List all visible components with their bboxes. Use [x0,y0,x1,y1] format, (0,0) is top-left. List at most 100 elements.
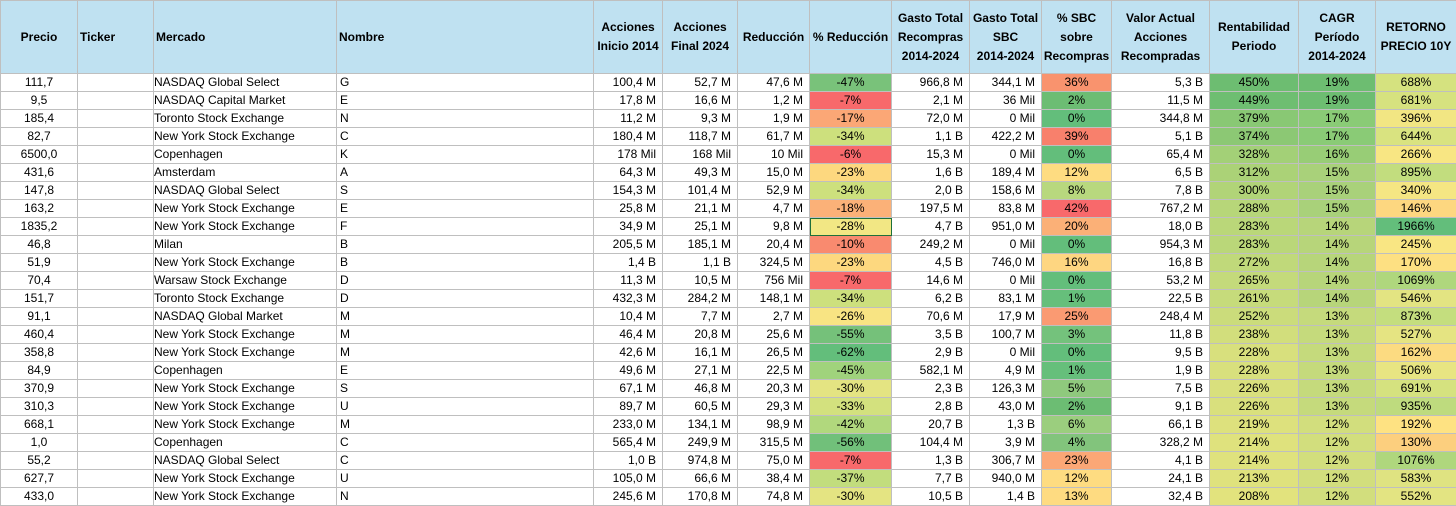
cell-gasto-recompras[interactable]: 10,5 B [891,487,970,506]
cell-cagr[interactable]: 14% [1298,217,1376,236]
cell-retorno[interactable]: 1069% [1375,271,1456,290]
cell-reduccion[interactable]: 4,7 M [737,199,810,218]
cell-nombre[interactable]: N [336,487,594,506]
cell-pct-sbc[interactable]: 0% [1041,109,1112,128]
cell-rentabilidad[interactable]: 449% [1209,91,1299,110]
cell-precio[interactable]: 147,8 [0,181,78,200]
cell-rentabilidad[interactable]: 272% [1209,253,1299,272]
cell-cagr[interactable]: 16% [1298,145,1376,164]
cell-precio[interactable]: 433,0 [0,487,78,506]
cell-cagr[interactable]: 19% [1298,91,1376,110]
cell-gasto-recompras[interactable]: 1,3 B [891,451,970,470]
cell-nombre[interactable]: D [336,289,594,308]
cell-mercado[interactable]: Warsaw Stock Exchange [153,271,337,290]
column-header-reduccion[interactable]: Reducción [737,0,810,74]
cell-reduccion[interactable]: 29,3 M [737,397,810,416]
cell-pct-sbc[interactable]: 0% [1041,271,1112,290]
cell-precio[interactable]: 1,0 [0,433,78,452]
cell-pct-reduccion[interactable]: -23% [809,253,892,272]
cell-valor-actual[interactable]: 767,2 M [1111,199,1210,218]
cell-gasto-sbc[interactable]: 126,3 M [969,379,1042,398]
cell-ticker[interactable] [77,433,154,452]
cell-rentabilidad[interactable]: 283% [1209,217,1299,236]
cell-acciones-final[interactable]: 168 Mil [662,145,738,164]
cell-retorno[interactable]: 873% [1375,307,1456,326]
cell-pct-sbc[interactable]: 0% [1041,145,1112,164]
cell-cagr[interactable]: 14% [1298,289,1376,308]
cell-precio[interactable]: 1835,2 [0,217,78,236]
cell-retorno[interactable]: 266% [1375,145,1456,164]
cell-retorno[interactable]: 340% [1375,181,1456,200]
cell-cagr[interactable]: 14% [1298,253,1376,272]
column-header-mercado[interactable]: Mercado [153,0,337,74]
cell-valor-actual[interactable]: 9,1 B [1111,397,1210,416]
cell-acciones-final[interactable]: 25,1 M [662,217,738,236]
cell-mercado[interactable]: New York Stock Exchange [153,217,337,236]
cell-valor-actual[interactable]: 22,5 B [1111,289,1210,308]
cell-pct-sbc[interactable]: 3% [1041,325,1112,344]
cell-pct-sbc[interactable]: 20% [1041,217,1112,236]
cell-precio[interactable]: 55,2 [0,451,78,470]
cell-precio[interactable]: 370,9 [0,379,78,398]
cell-acciones-final[interactable]: 1,1 B [662,253,738,272]
cell-retorno[interactable]: 935% [1375,397,1456,416]
cell-retorno[interactable]: 170% [1375,253,1456,272]
cell-valor-actual[interactable]: 5,1 B [1111,127,1210,146]
cell-ticker[interactable] [77,325,154,344]
cell-reduccion[interactable]: 1,9 M [737,109,810,128]
cell-cagr[interactable]: 12% [1298,451,1376,470]
cell-retorno[interactable]: 506% [1375,361,1456,380]
cell-gasto-recompras[interactable]: 7,7 B [891,469,970,488]
cell-acciones-inicio[interactable]: 11,2 M [593,109,663,128]
cell-precio[interactable]: 151,7 [0,289,78,308]
cell-ticker[interactable] [77,217,154,236]
cell-retorno[interactable]: 895% [1375,163,1456,182]
cell-pct-sbc[interactable]: 39% [1041,127,1112,146]
cell-nombre[interactable]: N [336,109,594,128]
cell-rentabilidad[interactable]: 214% [1209,451,1299,470]
cell-acciones-inicio[interactable]: 34,9 M [593,217,663,236]
cell-gasto-recompras[interactable]: 3,5 B [891,325,970,344]
cell-ticker[interactable] [77,397,154,416]
cell-pct-sbc[interactable]: 12% [1041,163,1112,182]
cell-nombre[interactable]: U [336,397,594,416]
cell-gasto-sbc[interactable]: 422,2 M [969,127,1042,146]
cell-acciones-inicio[interactable]: 245,6 M [593,487,663,506]
cell-precio[interactable]: 185,4 [0,109,78,128]
cell-gasto-sbc[interactable]: 344,1 M [969,73,1042,92]
cell-mercado[interactable]: Milan [153,235,337,254]
cell-rentabilidad[interactable]: 219% [1209,415,1299,434]
cell-rentabilidad[interactable]: 238% [1209,325,1299,344]
cell-pct-sbc[interactable]: 8% [1041,181,1112,200]
cell-rentabilidad[interactable]: 213% [1209,469,1299,488]
cell-pct-reduccion[interactable]: -30% [809,379,892,398]
cell-reduccion[interactable]: 756 Mil [737,271,810,290]
cell-gasto-sbc[interactable]: 0 Mil [969,235,1042,254]
cell-gasto-sbc[interactable]: 746,0 M [969,253,1042,272]
cell-ticker[interactable] [77,307,154,326]
cell-acciones-inicio[interactable]: 178 Mil [593,145,663,164]
cell-gasto-recompras[interactable]: 4,7 B [891,217,970,236]
cell-acciones-inicio[interactable]: 11,3 M [593,271,663,290]
cell-precio[interactable]: 9,5 [0,91,78,110]
cell-rentabilidad[interactable]: 228% [1209,361,1299,380]
cell-valor-actual[interactable]: 7,5 B [1111,379,1210,398]
cell-rentabilidad[interactable]: 283% [1209,235,1299,254]
cell-pct-reduccion[interactable]: -34% [809,289,892,308]
cell-acciones-inicio[interactable]: 565,4 M [593,433,663,452]
cell-acciones-final[interactable]: 185,1 M [662,235,738,254]
cell-valor-actual[interactable]: 66,1 B [1111,415,1210,434]
cell-reduccion[interactable]: 74,8 M [737,487,810,506]
cell-nombre[interactable]: M [336,325,594,344]
cell-reduccion[interactable]: 20,4 M [737,235,810,254]
cell-reduccion[interactable]: 98,9 M [737,415,810,434]
cell-mercado[interactable]: NASDAQ Global Select [153,73,337,92]
cell-rentabilidad[interactable]: 208% [1209,487,1299,506]
cell-gasto-recompras[interactable]: 582,1 M [891,361,970,380]
cell-retorno[interactable]: 1966% [1375,217,1456,236]
cell-gasto-sbc[interactable]: 83,1 M [969,289,1042,308]
cell-retorno[interactable]: 146% [1375,199,1456,218]
column-header-rentabilidad-periodo[interactable]: Rentabilidad Periodo [1209,0,1299,74]
cell-ticker[interactable] [77,253,154,272]
cell-acciones-inicio[interactable]: 180,4 M [593,127,663,146]
